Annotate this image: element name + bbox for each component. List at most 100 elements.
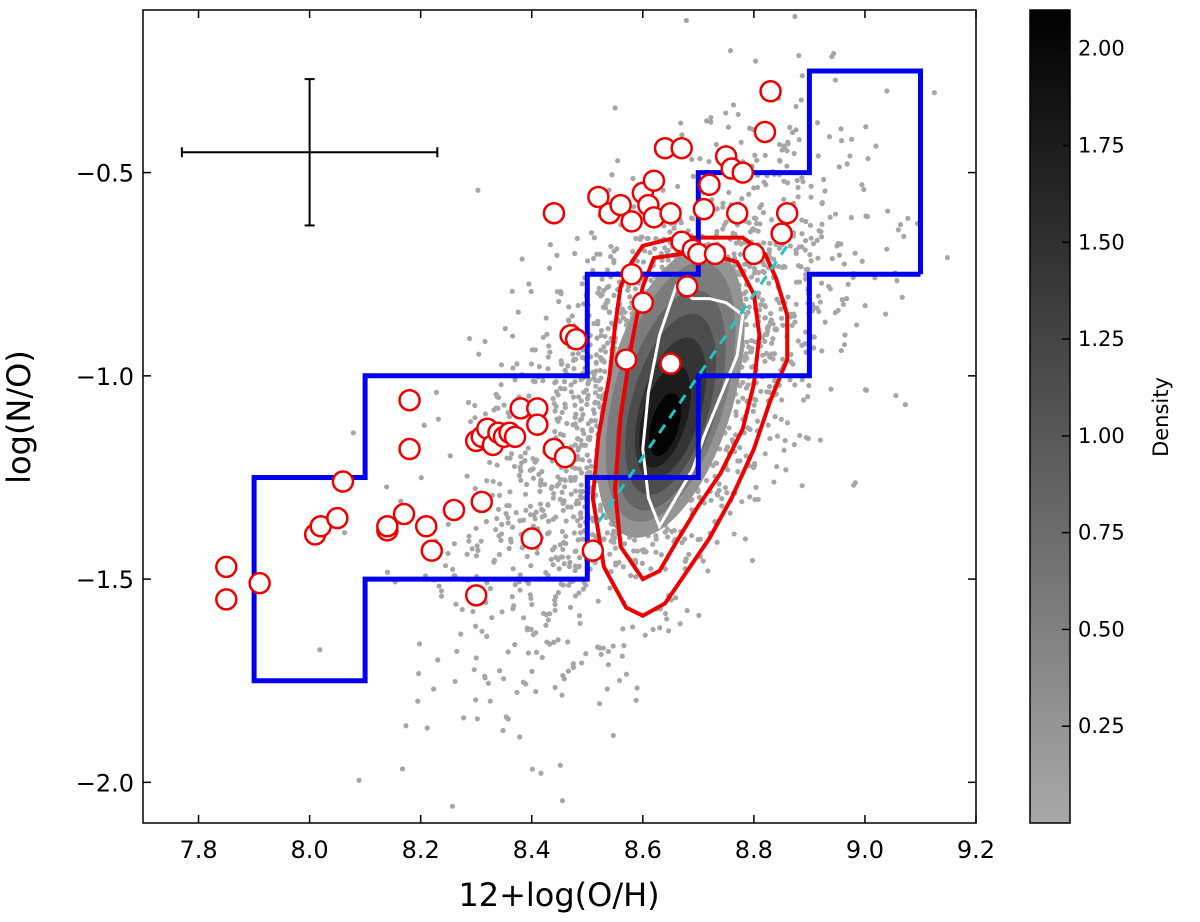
sample-point (598, 347, 604, 353)
sample-point (884, 88, 890, 94)
sample-point (509, 594, 515, 600)
sample-point (559, 409, 565, 416)
sample-point (708, 497, 714, 503)
sample-point (618, 310, 624, 316)
sample-point (723, 110, 729, 116)
highlight-point (553, 445, 577, 469)
sample-point (471, 667, 477, 673)
sample-point (519, 256, 525, 262)
sample-point (664, 249, 670, 255)
sample-point (740, 395, 746, 401)
sample-point (781, 447, 787, 453)
y-axis: −2.0 −1.5 −1.0 −0.5 (76, 160, 976, 797)
sample-point (561, 379, 568, 385)
sample-point (819, 280, 825, 286)
sample-point (838, 138, 845, 144)
sample-point (604, 340, 611, 346)
sample-point (479, 628, 485, 634)
sample-point (630, 624, 636, 630)
sample-point (571, 357, 577, 363)
sample-point (689, 216, 696, 222)
sample-point (591, 410, 597, 416)
sample-point (573, 488, 579, 494)
sample-point (620, 626, 626, 632)
sample-point (507, 455, 513, 461)
sample-point (726, 425, 732, 431)
sample-point (627, 294, 633, 300)
sample-point (503, 511, 509, 517)
sample-point (514, 361, 520, 367)
sample-point (679, 132, 685, 138)
sample-point (539, 468, 545, 475)
sample-point (518, 477, 524, 483)
sample-point (787, 124, 793, 130)
sample-point (575, 537, 581, 543)
sample-point (494, 515, 500, 522)
sample-point (849, 136, 855, 142)
highlight-point (659, 352, 682, 375)
sample-point (777, 158, 783, 164)
sample-point (836, 252, 843, 258)
sample-point (555, 589, 562, 596)
sample-point (572, 250, 578, 257)
sample-point (761, 269, 767, 276)
sample-point (604, 530, 610, 536)
highlight-points (215, 80, 799, 611)
sample-point (758, 388, 764, 395)
sample-point (553, 389, 560, 395)
sample-point (818, 234, 825, 240)
sample-point (797, 432, 803, 439)
sample-point (508, 451, 515, 457)
sample-point (602, 349, 609, 355)
sample-point (447, 453, 453, 459)
sample-point (534, 550, 540, 556)
sample-point (499, 521, 505, 527)
sample-point (498, 537, 504, 543)
sample-point (759, 202, 765, 208)
sample-point (679, 540, 685, 546)
sample-point (516, 472, 522, 479)
error-bar (180, 78, 439, 227)
sample-point (475, 187, 481, 193)
sample-point (811, 345, 817, 351)
highlight-point (614, 348, 638, 371)
sample-point (901, 233, 907, 240)
sample-point (725, 124, 732, 130)
sample-point (561, 561, 567, 567)
sample-point (781, 196, 787, 203)
sample-point (673, 595, 679, 601)
sample-point (509, 288, 515, 294)
sample-point (735, 399, 741, 405)
sample-point (512, 582, 518, 588)
sample-point (720, 204, 726, 210)
sample-point (802, 341, 808, 347)
sample-point (749, 345, 755, 351)
colorbar-tick-label: 0.50 (1078, 617, 1125, 641)
sample-point (466, 533, 472, 539)
sample-point (528, 361, 535, 367)
sample-point (560, 432, 567, 438)
sample-point (766, 383, 773, 390)
sample-point (552, 684, 558, 691)
sample-point (572, 567, 578, 574)
sample-point (517, 587, 523, 593)
sample-point (560, 507, 566, 514)
y-tick-label: −0.5 (76, 160, 134, 188)
sample-point (798, 97, 804, 103)
sample-point (801, 397, 807, 403)
sample-point (632, 286, 638, 292)
sample-point (864, 213, 871, 220)
sample-point (572, 593, 579, 599)
sample-point (509, 524, 516, 530)
sample-point (799, 231, 805, 237)
sample-point (560, 546, 566, 553)
sample-point (666, 628, 672, 634)
sample-point (445, 521, 451, 527)
sample-point (588, 463, 594, 469)
sample-point (761, 240, 767, 246)
sample-point (859, 182, 865, 188)
sample-point (743, 453, 749, 459)
sample-point (762, 358, 768, 364)
sample-point (598, 293, 604, 299)
sample-point (757, 221, 763, 227)
